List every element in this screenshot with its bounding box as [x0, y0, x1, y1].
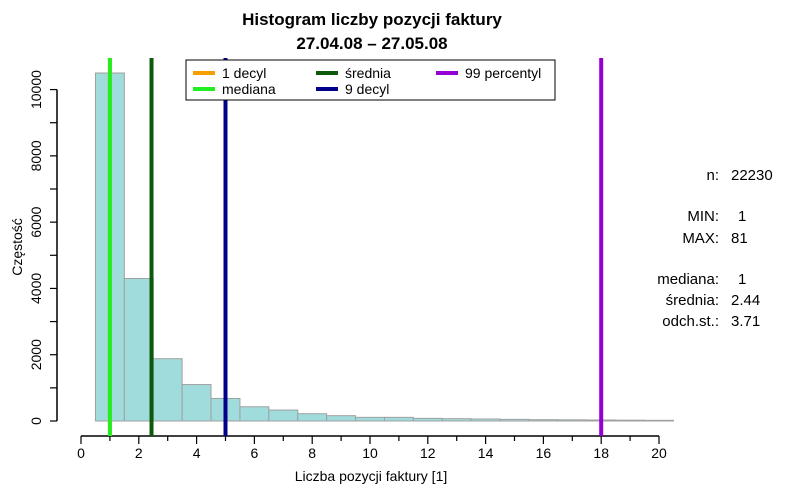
x-tick-label: 2	[135, 445, 143, 461]
histogram-bar	[499, 418, 530, 422]
legend-label: 9 decyl	[345, 81, 389, 97]
legend-label: średnia	[345, 65, 391, 81]
x-axis-title: Liczba pozycji faktury [1]	[295, 468, 448, 484]
y-tick-label: 6000	[28, 206, 44, 237]
stat-srednia-value: 2.44	[731, 292, 760, 309]
summary-statistics: n: 22230 MIN: 1 MAX: 81 mediana: 1 średn…	[657, 167, 772, 330]
x-tick-label: 0	[77, 445, 85, 461]
stat-srednia-label: średnia:	[666, 292, 719, 309]
legend-label: 99 percentyl	[465, 65, 541, 81]
statistic-lines	[107, 58, 604, 436]
stat-n-value: 22230	[731, 167, 773, 184]
histogram-bar	[239, 406, 270, 422]
histogram-bar	[644, 419, 674, 422]
y-axis-title: Częstość	[9, 218, 25, 276]
stat-n-label: n:	[706, 167, 719, 184]
y-tick-label: 8000	[28, 140, 44, 171]
histogram-bar	[557, 419, 588, 422]
stat-odch-value: 3.71	[731, 313, 760, 330]
y-axis: 0 2000 4000 6000 8000 10000	[28, 70, 58, 425]
histogram-bar	[412, 417, 443, 422]
x-tick-label: 8	[308, 445, 316, 461]
x-axis: 0 2 4 6 8 10 12 14 16 18 20	[77, 435, 667, 461]
chart-title-line1: Histogram liczby pozycji faktury	[242, 10, 502, 29]
histogram-bar	[268, 409, 299, 422]
y-tick-label: 4000	[28, 273, 44, 304]
y-tick-label: 0	[28, 417, 44, 425]
stat-min-value: 1	[738, 208, 746, 225]
x-tick-label: 14	[478, 445, 494, 461]
y-tick-label: 2000	[28, 339, 44, 370]
x-tick-label: 18	[593, 445, 609, 461]
stat-max-value: 81	[731, 230, 748, 247]
stat-max-label: MAX:	[682, 230, 719, 247]
stat-mediana-label: mediana:	[657, 271, 719, 288]
legend-label: mediana	[222, 81, 276, 97]
histogram-bar	[441, 418, 472, 422]
y-tick-label: 10000	[28, 70, 44, 109]
histogram-bar	[615, 419, 646, 422]
stat-min-label: MIN:	[687, 208, 719, 225]
x-tick-label: 6	[251, 445, 259, 461]
x-tick-label: 12	[420, 445, 436, 461]
histogram-bar	[355, 416, 385, 422]
legend-box	[185, 59, 556, 101]
histogram-bars	[94, 72, 674, 422]
legend-label: 1 decyl	[222, 65, 266, 81]
histogram-bar	[326, 415, 357, 422]
stat-mediana-value: 1	[738, 271, 746, 288]
x-tick-label: 4	[193, 445, 201, 461]
stat-odch-label: odch.st.:	[662, 313, 719, 330]
histogram-bar	[181, 384, 212, 422]
x-tick-label: 10	[362, 445, 378, 461]
histogram-bar	[123, 277, 154, 422]
histogram-bar	[528, 419, 559, 422]
x-tick-label: 16	[536, 445, 552, 461]
x-tick-label: 20	[651, 445, 667, 461]
histogram-bar	[297, 413, 328, 422]
histogram-bar	[470, 418, 501, 422]
histogram-bar	[383, 416, 414, 422]
chart-title-line2: 27.04.08 – 27.05.08	[296, 34, 447, 53]
histogram-bar	[152, 358, 183, 422]
